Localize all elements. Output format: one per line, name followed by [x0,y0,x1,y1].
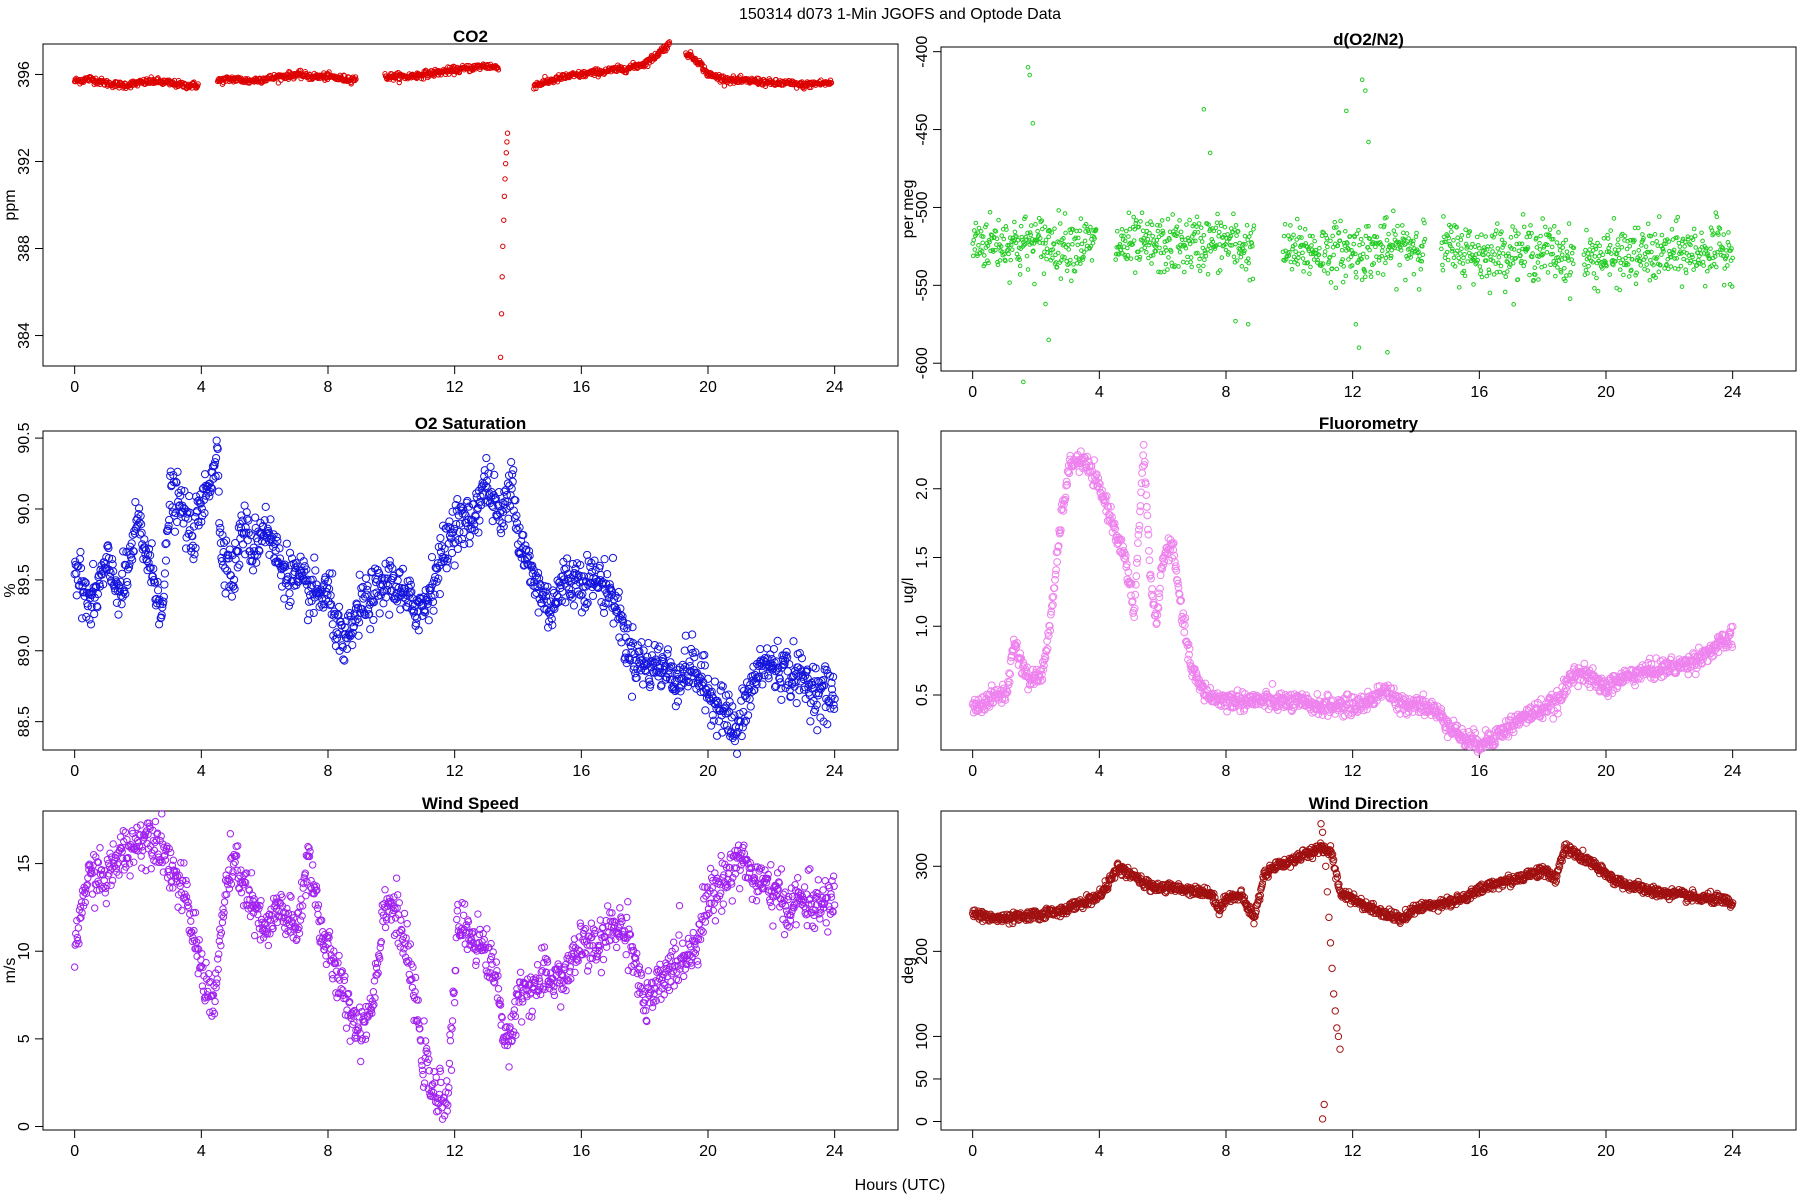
y-tick-label: 2.0 [914,478,931,500]
x-tick-label: 20 [699,379,717,396]
y-tick-label: -400 [914,36,931,68]
x-tick-label: 8 [324,379,333,396]
x-tick-label: 12 [1344,384,1362,401]
x-tick-label: 20 [699,763,717,780]
panel-title: CO2 [453,27,488,46]
x-tick-label: 24 [826,763,844,780]
panel-title: d(O2/N2) [1333,30,1404,49]
x-tick-label: 24 [826,379,844,396]
x-tick-label: 16 [1470,384,1488,401]
x-tick-label: 12 [1344,763,1362,780]
x-tick-label: 4 [1095,384,1104,401]
x-tick-label: 8 [1222,763,1231,780]
plot-frame [42,43,899,367]
y-tick-label: 89.0 [16,635,33,666]
panel-title: Fluorometry [1319,414,1419,433]
y-tick-label: 88.5 [16,706,33,737]
y-tick-label: 396 [16,61,33,88]
x-tick-label: 8 [324,763,333,780]
x-tick-label: 8 [1222,384,1231,401]
x-tick-label: 20 [1597,763,1615,780]
data-point [195,81,201,87]
x-tick-label: 16 [1470,763,1488,780]
x-tick-label: 16 [572,379,590,396]
y-tick-label: -450 [914,113,931,145]
x-tick-label: 24 [1724,763,1742,780]
x-tick-label: 20 [1597,384,1615,401]
y-tick-label: 0.5 [914,684,931,706]
y-axis-label: ug/l [900,578,917,604]
x-tick-label: 4 [197,379,206,396]
y-tick-label: 89.5 [16,564,33,595]
series-co2 [71,39,835,360]
x-tick-label: 0 [968,763,977,780]
x-tick-label: 4 [1095,763,1104,780]
x-tick-label: 0 [70,763,79,780]
y-tick-label: -600 [914,347,931,379]
figure-x-axis-label: Hours (UTC) [855,1177,946,1194]
y-tick-label: -500 [914,191,931,223]
y-tick-label: 90.0 [16,493,33,524]
figure-title: 150314 d073 1-Min JGOFS and Optode Data [739,6,1061,23]
x-tick-label: 24 [1724,384,1742,401]
x-tick-label: 0 [70,379,79,396]
y-tick-label: 1.5 [914,546,931,568]
y-tick-label: -550 [914,269,931,301]
y-tick-label: 1.0 [914,615,931,637]
y-axis-label: ppm [2,189,19,220]
y-tick-label: 392 [16,148,33,175]
x-tick-label: 4 [197,763,206,780]
x-tick-label: 16 [572,763,590,780]
y-tick-label: 384 [16,322,33,349]
x-tick-label: 12 [446,379,464,396]
y-tick-label: 90.5 [16,422,33,453]
x-tick-label: 0 [968,384,977,401]
panel-co2: CO2 ppm 0 4 8 12 16 20 24 384 388 392 396 [2,27,899,396]
x-tick-label: 12 [446,763,464,780]
y-tick-label: 388 [16,235,33,262]
panel-title: O2 Saturation [415,414,526,433]
